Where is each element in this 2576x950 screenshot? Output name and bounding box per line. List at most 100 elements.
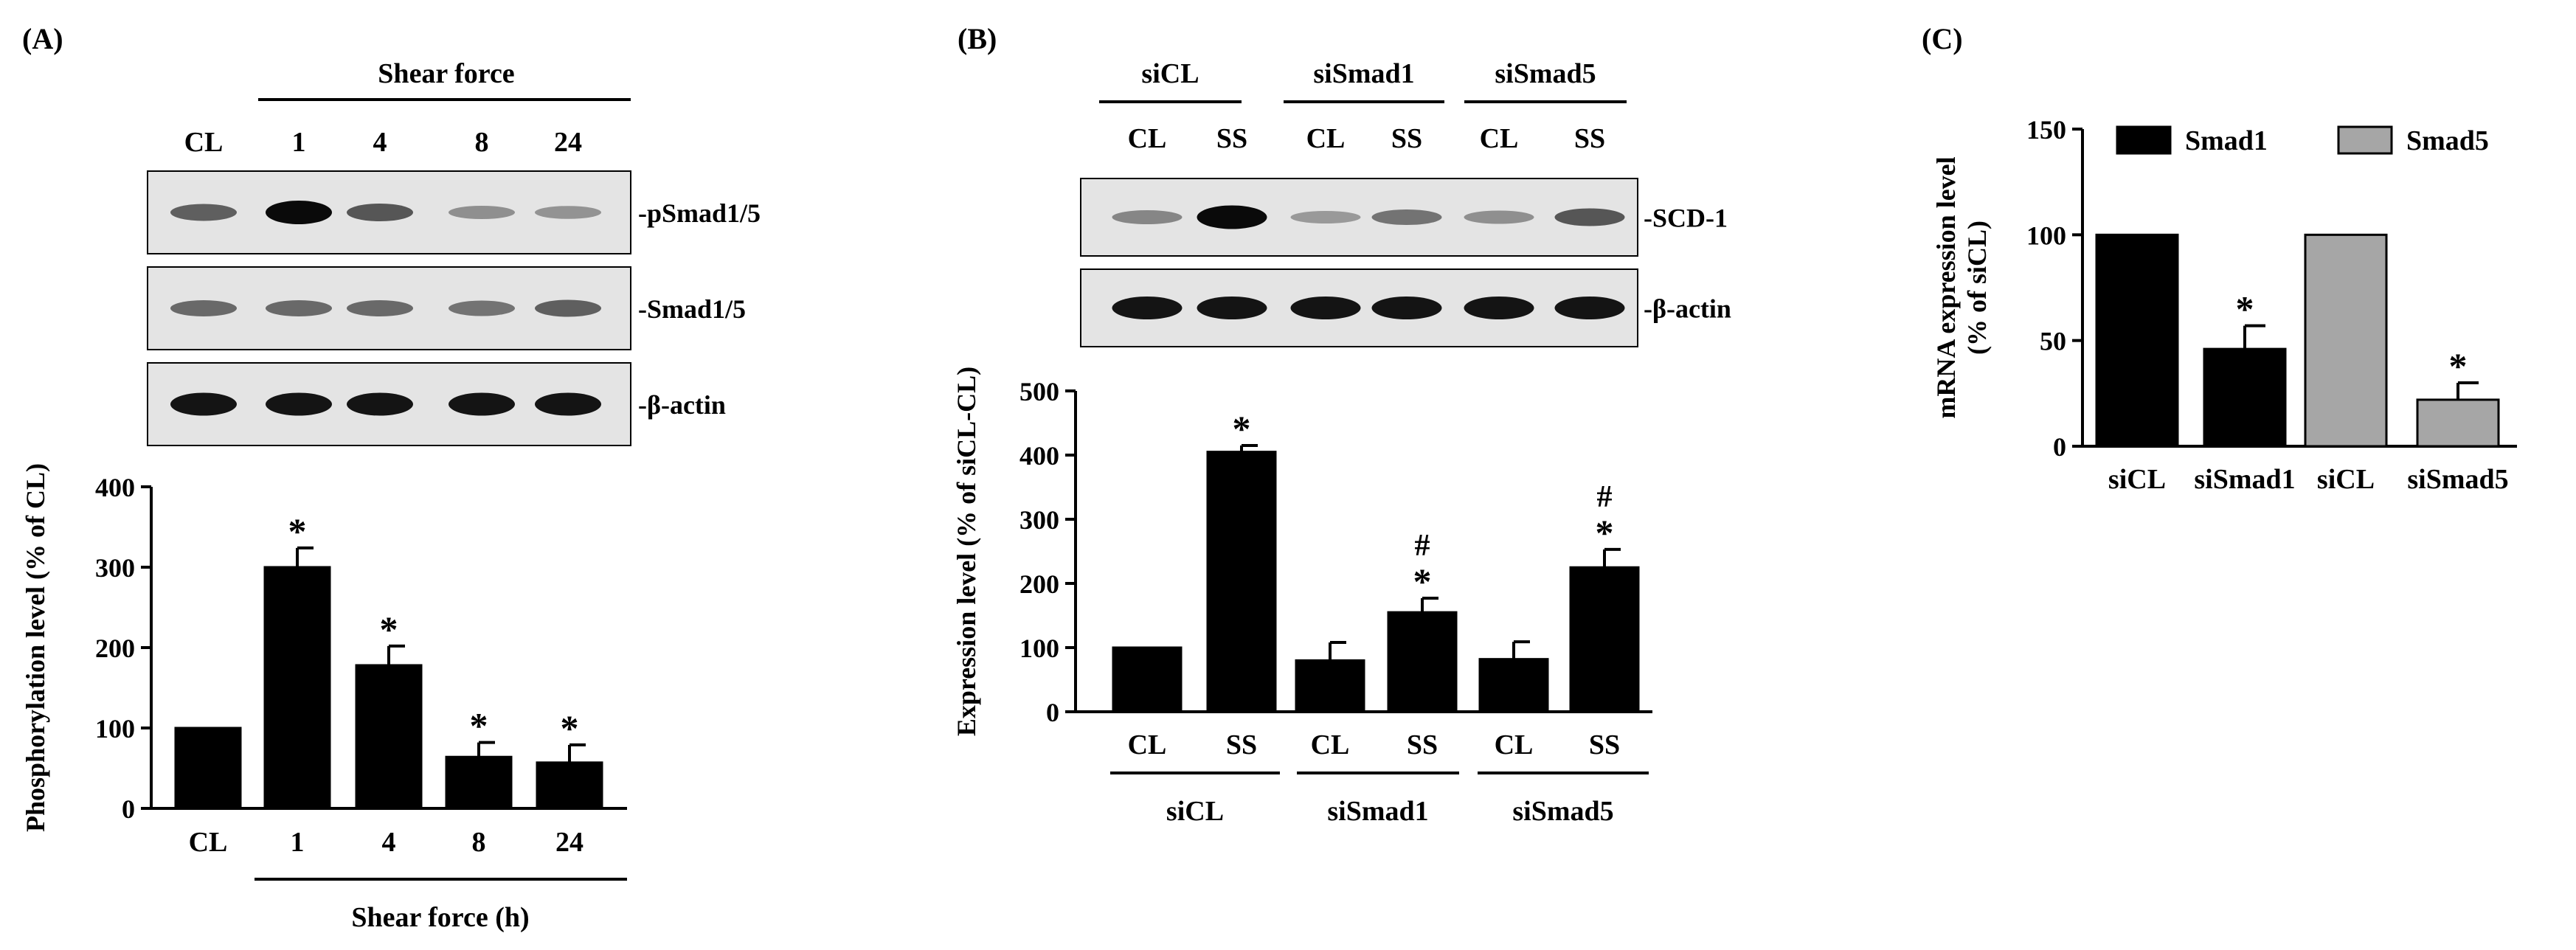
blot-a-group-label: Shear force — [378, 58, 514, 89]
chart-c-category-label: siSmad1 — [2194, 464, 2295, 495]
chart-b-bar — [1295, 659, 1365, 713]
chart-b-bar — [1206, 451, 1277, 713]
blot-a-band — [347, 300, 413, 316]
western-blot-a: Shear force CL 1 4 8 24 -pSmad1/5 -Smad1/5 -β-a… — [147, 58, 761, 446]
chart-b-hash-mark: # — [1597, 480, 1613, 514]
chart-a-y-axis-title: Phosphorylation level (% of CL) — [21, 463, 50, 832]
chart-c-bar — [2203, 347, 2287, 448]
chart-b-bar — [1569, 566, 1640, 713]
blot-a-lane-label: CL — [184, 127, 224, 158]
chart-a-category-label: CL — [189, 827, 228, 858]
chart-b-significance-mark: * — [1233, 408, 1251, 449]
chart-a-category-label: 4 — [382, 827, 396, 858]
chart-c-bar — [2304, 233, 2388, 448]
blot-a-band — [266, 300, 332, 316]
chart-c-category-label: siCL — [2317, 464, 2375, 495]
blot-b-band — [1464, 297, 1534, 319]
blot-b-band — [1371, 297, 1442, 319]
chart-a-category-label: 1 — [291, 827, 305, 858]
blot-b-band — [1197, 205, 1267, 229]
blot-a-row-label: -Smad1/5 — [638, 294, 746, 324]
chart-b-category-label: CL — [1128, 729, 1167, 760]
blot-a-band — [535, 392, 601, 416]
blot-a-band — [449, 392, 515, 416]
blot-a-band — [347, 204, 413, 221]
chart-c-y-tick-label: 50 — [2040, 327, 2066, 356]
chart-a-x-axis-title: Shear force (h) — [351, 902, 529, 933]
chart-a-category-label: 8 — [472, 827, 486, 858]
blot-b-group-label: siSmad5 — [1495, 58, 1596, 89]
blot-a-band — [449, 206, 515, 219]
blot-a-band — [535, 299, 601, 317]
chart-a-y-tick-label: 200 — [95, 634, 135, 663]
blot-b-band — [1112, 297, 1183, 319]
blot-b-band — [1371, 209, 1442, 225]
blot-a-lane-label: 24 — [554, 127, 582, 158]
chart-b-category-label: SS — [1589, 729, 1620, 760]
chart-c-significance-mark: * — [2449, 345, 2468, 386]
chart-b: 0 100 200 300 400 500 Expression level (% of s… — [952, 367, 1652, 827]
chart-c-category-label: siSmad5 — [2407, 464, 2508, 495]
blot-a-row-label: -β-actin — [638, 390, 726, 420]
chart-a-y-tick-label: 100 — [95, 714, 135, 743]
blot-b-group-label: siCL — [1141, 58, 1199, 89]
chart-a-significance-mark: * — [561, 707, 579, 749]
chart-c-legend-label: Smad1 — [2185, 125, 2268, 156]
chart-c-legend-label: Smad5 — [2406, 125, 2489, 156]
chart-a-bar — [536, 761, 603, 810]
chart-a-y-tick-label: 0 — [122, 794, 135, 824]
blot-a-band — [266, 201, 332, 224]
chart-b-y-tick-label: 200 — [1019, 569, 1059, 599]
blot-b-band — [1290, 211, 1361, 223]
chart-c-legend-swatch — [2116, 125, 2172, 155]
chart-a-bar — [355, 664, 423, 810]
blot-b-band — [1554, 297, 1625, 319]
western-blot-b: siCL siSmad1 siSmad5 CL SS CL SS CL SS -SCD-1 -β-a… — [1080, 58, 1731, 347]
chart-b-x-group-label: siCL — [1166, 796, 1224, 827]
chart-b-bar — [1112, 646, 1183, 713]
chart-b-y-tick-label: 100 — [1019, 634, 1059, 663]
chart-b-y-tick-label: 0 — [1046, 698, 1059, 727]
chart-c-significance-mark: * — [2236, 288, 2254, 330]
blot-b-lane-label: SS — [1391, 123, 1422, 154]
panel-label-b: (B) — [958, 22, 997, 55]
chart-c-bar — [2416, 398, 2500, 448]
chart-a-significance-mark: * — [380, 609, 398, 650]
chart-b-y-tick-label: 400 — [1019, 441, 1059, 471]
panel-label-a: (A) — [22, 22, 63, 55]
chart-a-y-tick-label: 400 — [95, 473, 135, 502]
blot-b-lane-label: CL — [1306, 123, 1346, 154]
chart-c-bar — [2095, 233, 2179, 448]
chart-b-significance-mark: * — [1413, 561, 1432, 602]
chart-b-hash-mark: # — [1415, 529, 1430, 563]
blot-a-band — [170, 204, 237, 221]
blot-b-band — [1554, 208, 1625, 226]
chart-a: 0 100 200 300 400 Phosphorylation level (% of… — [21, 463, 627, 933]
blot-a-lane-label: 1 — [292, 127, 306, 158]
chart-c-legend-swatch — [2337, 125, 2393, 155]
chart-a-y-tick-label: 300 — [95, 553, 135, 583]
chart-b-x-group-label: siSmad1 — [1327, 796, 1428, 827]
chart-b-significance-mark: * — [1596, 512, 1614, 553]
blot-b-lane-label: SS — [1574, 123, 1605, 154]
chart-c-category-label: siCL — [2108, 464, 2166, 495]
blot-a-band — [170, 392, 237, 416]
blot-b-band — [1464, 210, 1534, 224]
blot-a-band — [449, 300, 515, 316]
blot-a-band — [535, 206, 601, 219]
chart-b-category-label: SS — [1407, 729, 1438, 760]
chart-a-bar — [445, 755, 513, 810]
chart-c-y-tick-label: 100 — [2026, 221, 2066, 250]
chart-b-bar — [1478, 658, 1549, 713]
blot-b-row-label: -β-actin — [1644, 294, 1731, 324]
chart-c-y-tick-label: 150 — [2026, 115, 2066, 145]
blot-b-band — [1112, 210, 1183, 224]
chart-b-category-label: CL — [1311, 729, 1350, 760]
blot-a-row-label: -pSmad1/5 — [638, 198, 761, 228]
blot-a-lane-label: 8 — [475, 127, 489, 158]
chart-c-y-axis-title: mRNA expression level — [1931, 156, 1961, 418]
blot-a-band — [266, 392, 332, 416]
chart-c-y-axis-title: (% of siCL) — [1962, 221, 1992, 355]
chart-a-significance-mark: * — [288, 510, 307, 552]
